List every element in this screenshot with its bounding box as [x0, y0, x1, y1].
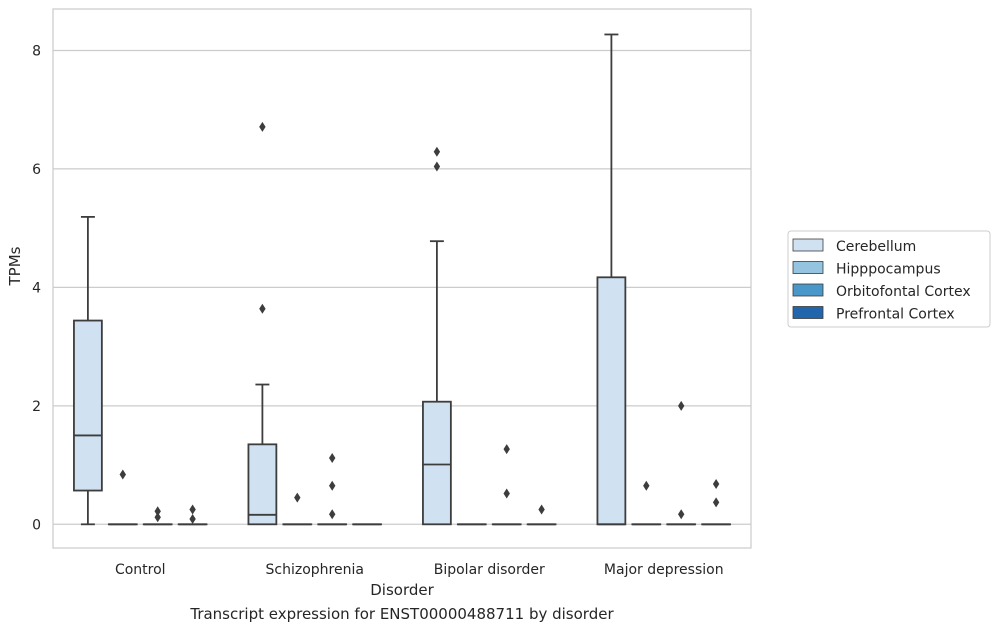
outlier-point	[329, 509, 336, 520]
box-1-2	[317, 452, 348, 526]
outlier-point	[189, 504, 196, 515]
y-tick-label: 8	[32, 43, 41, 59]
outlier-point	[329, 452, 336, 463]
legend-entry: Cerebellum	[836, 239, 916, 255]
box-1-0	[247, 121, 278, 526]
chart-caption: Transcript expression for ENST0000048871…	[190, 605, 614, 623]
outlier-point	[189, 513, 196, 524]
outlier-point	[119, 469, 126, 480]
legend-entry: Orbitofontal Cortex	[836, 284, 971, 300]
box-2-0	[422, 146, 452, 526]
outlier-point	[538, 504, 545, 515]
legend-swatch	[792, 238, 824, 252]
legend-entry: Hipppocampus	[836, 262, 941, 278]
box-0-3	[177, 504, 208, 526]
legend-frame	[787, 230, 991, 328]
box-3-0	[596, 33, 627, 526]
x-tick-label: Major depression	[604, 562, 724, 578]
box-body	[422, 400, 452, 526]
outlier-point	[643, 480, 650, 491]
legend-entry: Prefrontal Cortex	[836, 307, 955, 323]
box-0-0	[73, 215, 103, 526]
y-tick-label: 6	[32, 162, 41, 178]
outlier-point	[154, 506, 161, 517]
box-0-2	[142, 506, 173, 526]
box-3-1	[631, 480, 662, 526]
outlier-point	[712, 497, 720, 508]
outlier-point	[329, 480, 336, 491]
legend-swatch	[792, 306, 824, 319]
box-0-1	[107, 469, 138, 526]
outlier-point	[678, 509, 685, 520]
box-body	[73, 319, 103, 492]
outlier-point	[503, 444, 510, 455]
box-3-2	[666, 400, 697, 526]
y-tick-labels: 0 2 4 6 8	[32, 43, 41, 533]
outlier-point	[678, 400, 685, 411]
outlier-point	[433, 161, 441, 172]
box-body	[247, 443, 278, 526]
gridlines	[53, 49, 751, 525]
box-body	[596, 276, 627, 526]
outlier-point	[712, 479, 720, 490]
box-3-3	[701, 479, 731, 526]
outlier-point	[433, 146, 441, 157]
box-groups	[73, 33, 731, 526]
x-tick-label: Bipolar disorder	[434, 562, 545, 578]
y-tick-label: 4	[32, 280, 41, 296]
y-tick-label: 2	[32, 399, 41, 415]
outlier-point	[294, 492, 301, 503]
outlier-point	[503, 488, 510, 499]
plot-frame	[52, 8, 752, 549]
x-axis-label: Disorder	[370, 581, 434, 599]
legend-swatch	[792, 261, 824, 274]
legend-swatch	[792, 283, 824, 297]
x-tick-label: Schizophrenia	[266, 562, 364, 578]
outlier-point	[154, 512, 161, 523]
x-tick-label: Control	[115, 562, 166, 578]
y-axis-label: TPMs	[6, 246, 24, 286]
outlier-point	[259, 303, 266, 314]
box-1-1	[282, 492, 313, 526]
box-2-3	[526, 504, 557, 526]
box-2-2	[491, 444, 522, 526]
x-tick-labels: Control Schizophrenia Bipolar disorder Majo…	[115, 562, 724, 578]
outlier-point	[259, 121, 266, 132]
legend: Cerebellum Hipppocampus Orbitofontal Corte…	[787, 230, 991, 328]
y-tick-label: 0	[32, 517, 41, 533]
